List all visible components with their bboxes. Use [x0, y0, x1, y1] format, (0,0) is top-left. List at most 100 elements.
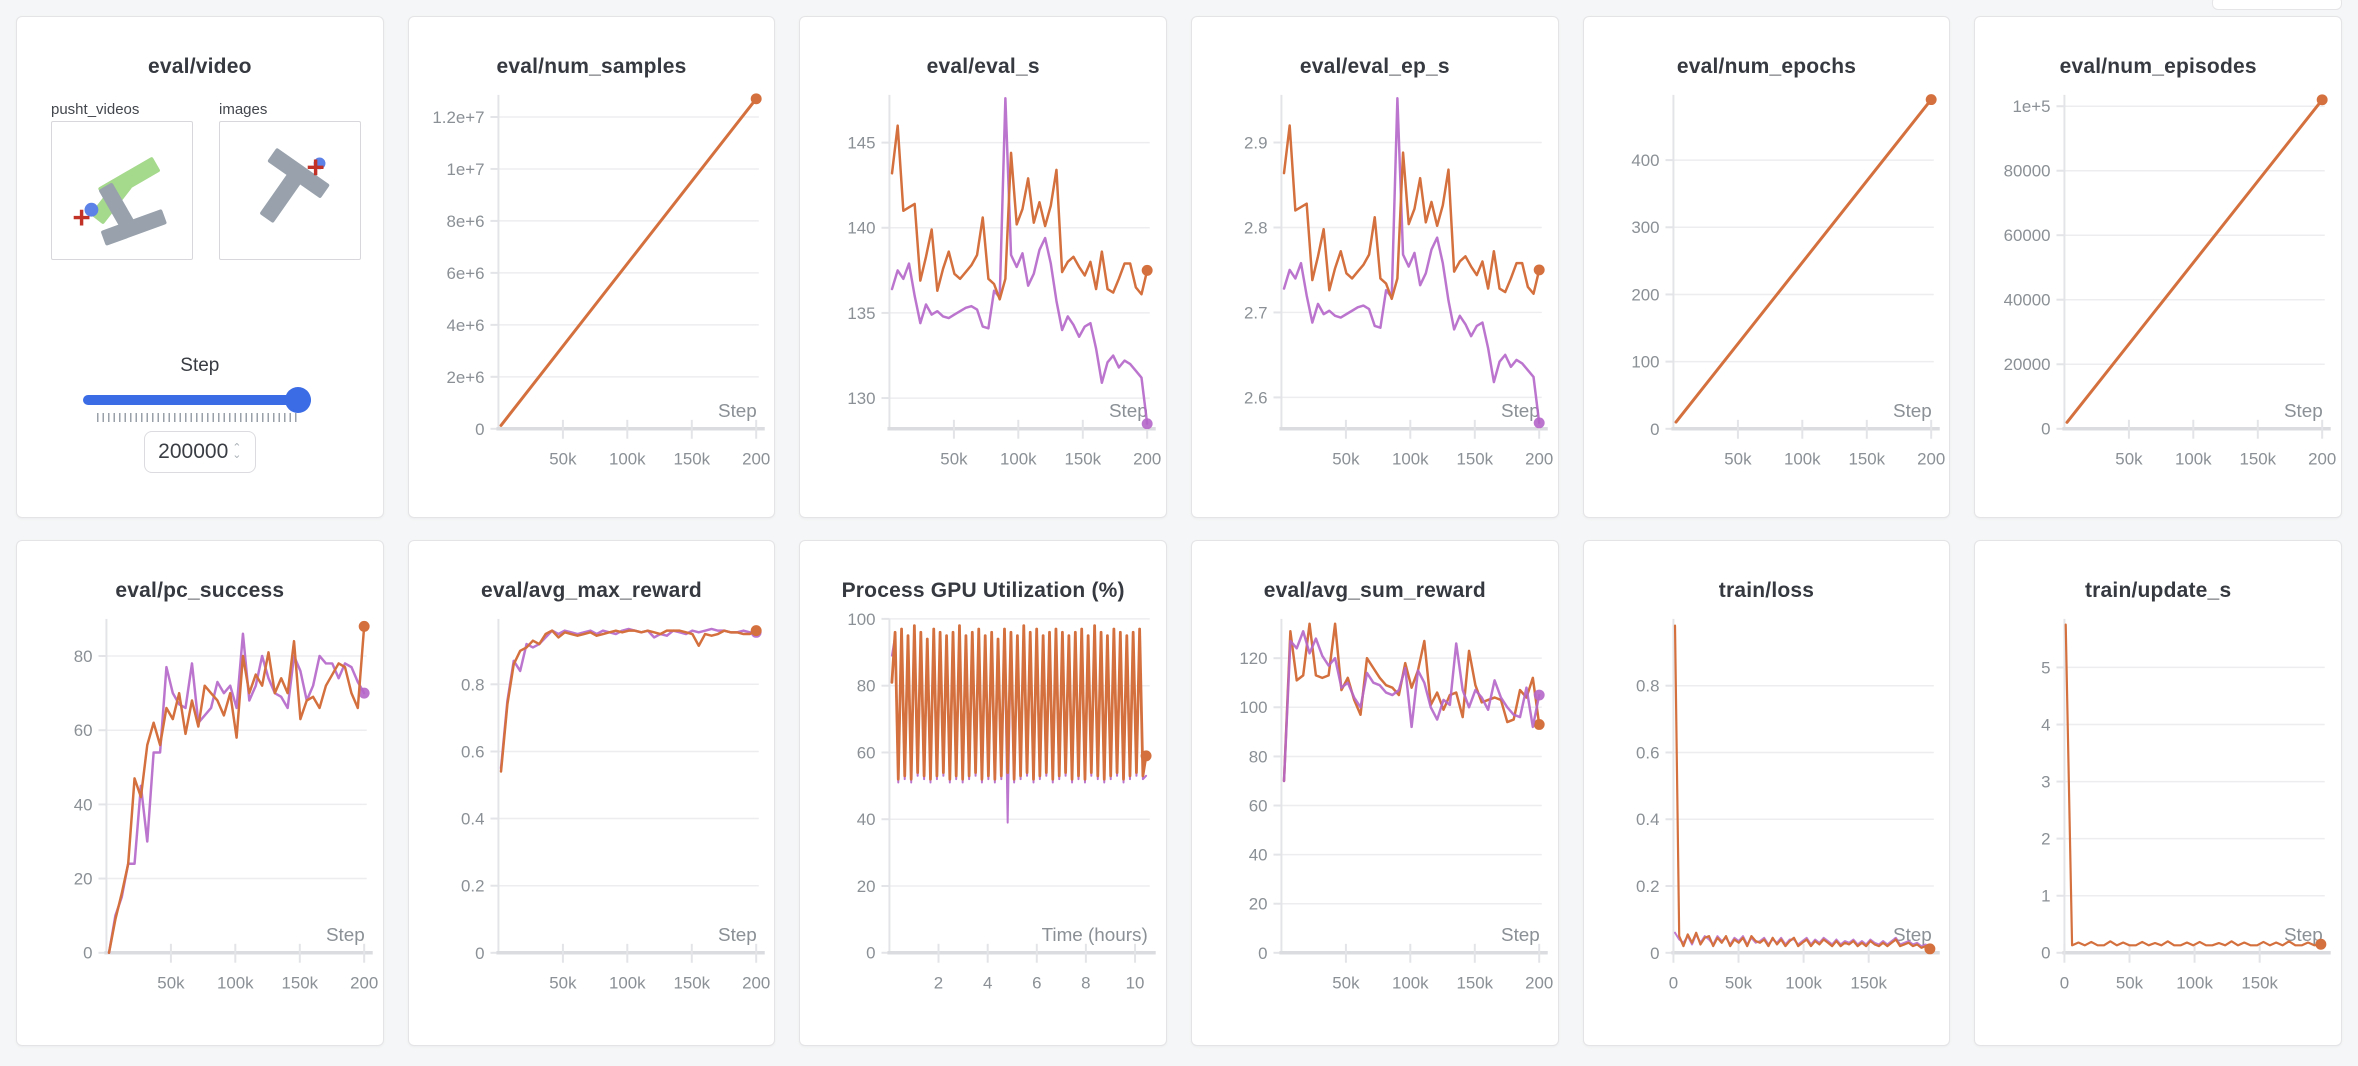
svg-text:100: 100: [1631, 353, 1659, 372]
svg-text:Step: Step: [1501, 924, 1540, 945]
svg-text:150k: 150k: [1456, 450, 1493, 469]
chart-train-loss[interactable]: 0 0.2 0.4 0.6 0.8 0 50k 100k 150k Step: [1584, 607, 1950, 1004]
svg-text:100k: 100k: [1392, 974, 1429, 993]
svg-text:50k: 50k: [549, 974, 577, 993]
chart-eval-eval-s[interactable]: 130 135 140 145 50k 100k 150k 200 Step: [800, 83, 1166, 480]
svg-text:150k: 150k: [2240, 450, 2277, 469]
svg-text:150k: 150k: [1850, 974, 1887, 993]
chart-eval-num-episodes[interactable]: 0 20000 40000 60000 80000 1e+5 50k 100k 150k 200 S…: [1975, 83, 2341, 480]
svg-text:2.7: 2.7: [1244, 303, 1267, 322]
svg-text:150k: 150k: [281, 974, 318, 993]
svg-text:0: 0: [1650, 944, 1659, 963]
svg-text:40: 40: [74, 795, 93, 814]
svg-text:150k: 150k: [673, 974, 710, 993]
svg-text:5: 5: [2041, 658, 2050, 677]
svg-text:50k: 50k: [2116, 974, 2144, 993]
svg-text:0: 0: [475, 420, 484, 439]
pusht-video-thumbnail[interactable]: [51, 121, 193, 260]
step-up-icon[interactable]: ⌃: [232, 442, 242, 454]
svg-text:1.2e+7: 1.2e+7: [432, 108, 484, 127]
panel-eval-num-epochs: eval/num_epochs 0 100 200 300 400 50k 100k 150k…: [1582, 16, 1951, 518]
svg-text:0.4: 0.4: [1636, 810, 1659, 829]
thumb-label-images: images: [219, 101, 268, 118]
svg-text:Step: Step: [2284, 924, 2323, 945]
chart-train-update-s[interactable]: 0 1 2 3 4 5 0 50k 100k 150k Step: [1975, 607, 2341, 1004]
svg-text:130: 130: [848, 389, 876, 408]
svg-text:0.8: 0.8: [1636, 677, 1659, 696]
svg-text:140: 140: [848, 219, 876, 238]
svg-text:80: 80: [74, 647, 93, 666]
svg-text:2e+6: 2e+6: [446, 368, 484, 387]
svg-text:100k: 100k: [2177, 974, 2214, 993]
images-thumbnail[interactable]: [219, 121, 361, 260]
svg-text:100k: 100k: [2175, 450, 2212, 469]
chart-title: train/update_s: [2084, 579, 2232, 602]
svg-text:Step: Step: [1109, 400, 1148, 421]
chart-gpu-utilization[interactable]: 0 20 40 60 80 100 2 4 6 8 10 Time (hours): [800, 607, 1166, 1004]
svg-text:50k: 50k: [1724, 450, 1752, 469]
chart-eval-eval-ep-s[interactable]: 2.6 2.7 2.8 2.9 50k 100k 150k 200 Step: [1192, 83, 1558, 480]
svg-text:100: 100: [1239, 698, 1267, 717]
svg-text:0: 0: [1668, 974, 1677, 993]
svg-text:200: 200: [1525, 974, 1553, 993]
svg-text:2: 2: [934, 974, 943, 993]
svg-text:0: 0: [2041, 944, 2050, 963]
svg-text:300: 300: [1631, 218, 1659, 237]
chart-title: eval/num_episodes: [2059, 55, 2257, 78]
svg-text:Step: Step: [1893, 400, 1932, 421]
svg-text:2: 2: [2041, 830, 2050, 849]
step-slider-track[interactable]: [83, 395, 311, 405]
stepper-arrows[interactable]: ⌃ ⌄: [232, 442, 242, 461]
svg-text:8: 8: [1081, 974, 1090, 993]
svg-text:0.6: 0.6: [1636, 743, 1659, 762]
svg-text:100k: 100k: [1785, 974, 1822, 993]
svg-text:100k: 100k: [217, 974, 254, 993]
chart-eval-num-samples[interactable]: 0 2e+6 4e+6 6e+6 8e+6 1e+7 1.2e+7 50k 100k 150k 20…: [409, 83, 775, 480]
svg-text:200: 200: [742, 450, 770, 469]
panel-title: eval/video: [148, 55, 252, 78]
svg-text:2.6: 2.6: [1244, 388, 1267, 407]
svg-text:Time (hours): Time (hours): [1042, 924, 1148, 945]
svg-text:200: 200: [1525, 450, 1553, 469]
svg-text:0.2: 0.2: [1636, 877, 1659, 896]
step-number-input[interactable]: 200000 ⌃ ⌄: [143, 431, 256, 473]
panel-train-update-s: train/update_s 0 1 2 3 4 5 0 50k 100k 150k Step: [1974, 540, 2342, 1046]
svg-text:Step: Step: [718, 924, 757, 945]
svg-text:40000: 40000: [2004, 291, 2051, 310]
chart-title: eval/eval_s: [926, 55, 1040, 78]
panel-eval-num-episodes: eval/num_episodes 0 20000 40000 60000 80000 1…: [1974, 16, 2342, 518]
svg-text:150k: 150k: [1065, 450, 1102, 469]
chart-title: eval/avg_sum_reward: [1263, 579, 1486, 602]
svg-text:60: 60: [857, 743, 876, 762]
chart-eval-avg-max-reward[interactable]: 0 0.2 0.4 0.6 0.8 50k 100k 150k 200 Step: [409, 607, 775, 1004]
svg-text:60: 60: [74, 721, 93, 740]
chart-eval-pc-success[interactable]: 0 20 40 60 80 50k 100k 150k 200 Step: [17, 607, 383, 1004]
step-slider-thumb[interactable]: [285, 387, 311, 413]
panel-eval-video: eval/video pusht_videos images: [16, 16, 384, 518]
chart-eval-num-epochs[interactable]: 0 100 200 300 400 50k 100k 150k 200 Step: [1584, 83, 1950, 480]
svg-text:60000: 60000: [2004, 226, 2051, 245]
svg-text:6e+6: 6e+6: [446, 264, 484, 283]
images-scene-image: [260, 148, 330, 223]
svg-text:40: 40: [857, 810, 876, 829]
chart-title: Process GPU Utilization (%): [841, 579, 1125, 602]
chart-eval-avg-sum-reward[interactable]: 0 20 40 60 80 100 120 50k 100k 150k 200 Step: [1192, 607, 1558, 1004]
svg-text:Step: Step: [1893, 924, 1932, 945]
svg-text:0: 0: [1650, 420, 1659, 439]
step-down-icon[interactable]: ⌄: [232, 449, 242, 461]
panel-train-loss: train/loss 0 0.2 0.4 0.6 0.8 0 50k 100k 150k Step: [1582, 540, 1951, 1046]
svg-text:Step: Step: [718, 400, 757, 421]
svg-text:20: 20: [74, 870, 93, 889]
svg-text:Step: Step: [1501, 400, 1540, 421]
svg-text:50k: 50k: [1332, 974, 1360, 993]
panel-eval-eval-ep-s: eval/eval_ep_s 2.6 2.7 2.8 2.9 50k 100k 150k 20…: [1190, 16, 1559, 518]
svg-text:80: 80: [1249, 747, 1268, 766]
svg-text:100k: 100k: [609, 974, 646, 993]
svg-text:2.8: 2.8: [1244, 218, 1267, 237]
svg-text:120: 120: [1239, 649, 1267, 668]
svg-text:1e+5: 1e+5: [2013, 97, 2051, 116]
svg-text:0: 0: [83, 944, 92, 963]
svg-text:200: 200: [1631, 285, 1659, 304]
svg-text:150k: 150k: [2242, 974, 2279, 993]
svg-text:4: 4: [2041, 716, 2050, 735]
